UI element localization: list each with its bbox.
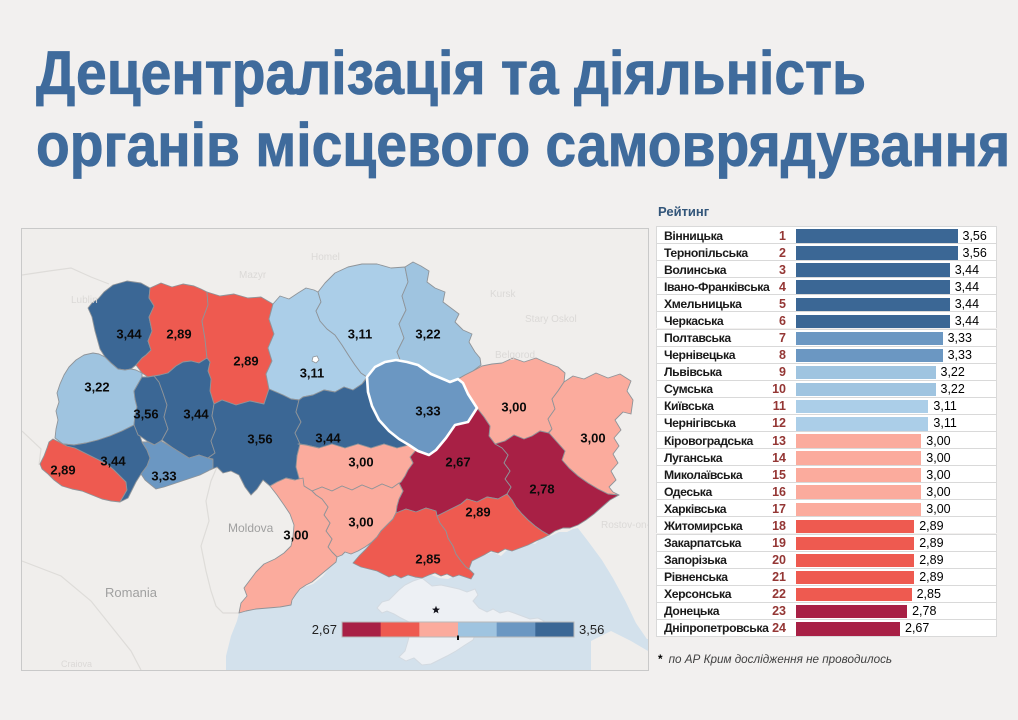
svg-text:3,22: 3,22 — [415, 327, 440, 342]
svg-text:Kursk: Kursk — [490, 289, 517, 300]
svg-text:2,89: 2,89 — [50, 463, 75, 478]
svg-text:2,89: 2,89 — [233, 354, 258, 369]
svg-text:Romania: Romania — [105, 585, 158, 600]
svg-text:2,78: 2,78 — [529, 482, 554, 497]
svg-text:2,85: 2,85 — [415, 552, 440, 567]
svg-text:3,11: 3,11 — [348, 327, 373, 342]
svg-text:3,00: 3,00 — [580, 431, 605, 446]
svg-text:3,22: 3,22 — [84, 380, 109, 395]
svg-text:3,00: 3,00 — [501, 400, 526, 415]
svg-text:Craiova: Craiova — [61, 659, 92, 669]
svg-text:3,33: 3,33 — [151, 469, 176, 484]
svg-text:Lublin: Lublin — [71, 295, 98, 306]
svg-text:Moldova: Moldova — [228, 521, 274, 535]
svg-text:2,89: 2,89 — [465, 505, 490, 520]
svg-text:2,67: 2,67 — [312, 622, 337, 637]
svg-text:2,67: 2,67 — [445, 455, 470, 470]
svg-text:3,56: 3,56 — [133, 407, 158, 422]
svg-text:3,33: 3,33 — [415, 404, 440, 419]
svg-text:3,11: 3,11 — [300, 366, 325, 381]
svg-text:3,00: 3,00 — [348, 515, 373, 530]
svg-text:Belgorod: Belgorod — [495, 350, 535, 361]
svg-text:Stary Oskol: Stary Oskol — [525, 314, 577, 325]
svg-text:3,44: 3,44 — [315, 431, 341, 446]
svg-text:3,56: 3,56 — [579, 622, 604, 637]
svg-text:Rostov-on-Do: Rostov-on-Do — [601, 520, 648, 531]
svg-text:3,00: 3,00 — [348, 455, 373, 470]
svg-text:Homel: Homel — [311, 252, 340, 263]
svg-text:3,44: 3,44 — [116, 327, 142, 342]
svg-text:3,44: 3,44 — [183, 407, 209, 422]
svg-text:2,89: 2,89 — [166, 327, 191, 342]
svg-text:3,44: 3,44 — [100, 454, 126, 469]
svg-text:3,56: 3,56 — [247, 432, 272, 447]
svg-text:3,00: 3,00 — [283, 528, 308, 543]
svg-text:Mazyr: Mazyr — [239, 270, 267, 281]
